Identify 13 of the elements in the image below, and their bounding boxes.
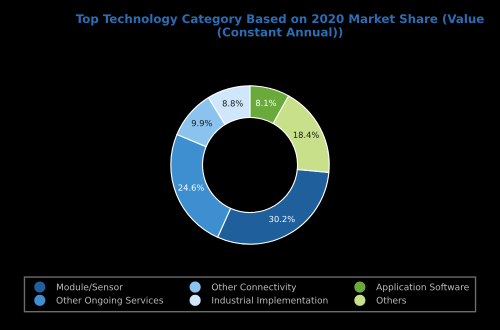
data-label: 8.1%: [256, 100, 276, 106]
legend-label: Other Ongoing Services: [56, 296, 164, 306]
data-label: 30.2%: [269, 216, 295, 222]
legend-label: Others: [376, 296, 406, 304]
data-label: 18.4%: [294, 132, 319, 138]
data-label: 24.6%: [178, 184, 204, 191]
legend-label: Other Connectivity: [212, 283, 296, 292]
data-label: 9.9%: [192, 120, 212, 126]
data-label: 8.8%: [222, 100, 243, 106]
legend-label: Module/Sensor: [56, 283, 123, 292]
chart-title: Top Technology Category Based on 2020 Market Share (Value (Constant Annual)): [76, 14, 484, 38]
legend-label: Application Software: [376, 283, 469, 292]
legend-label: Industrial Implementation: [212, 296, 328, 306]
